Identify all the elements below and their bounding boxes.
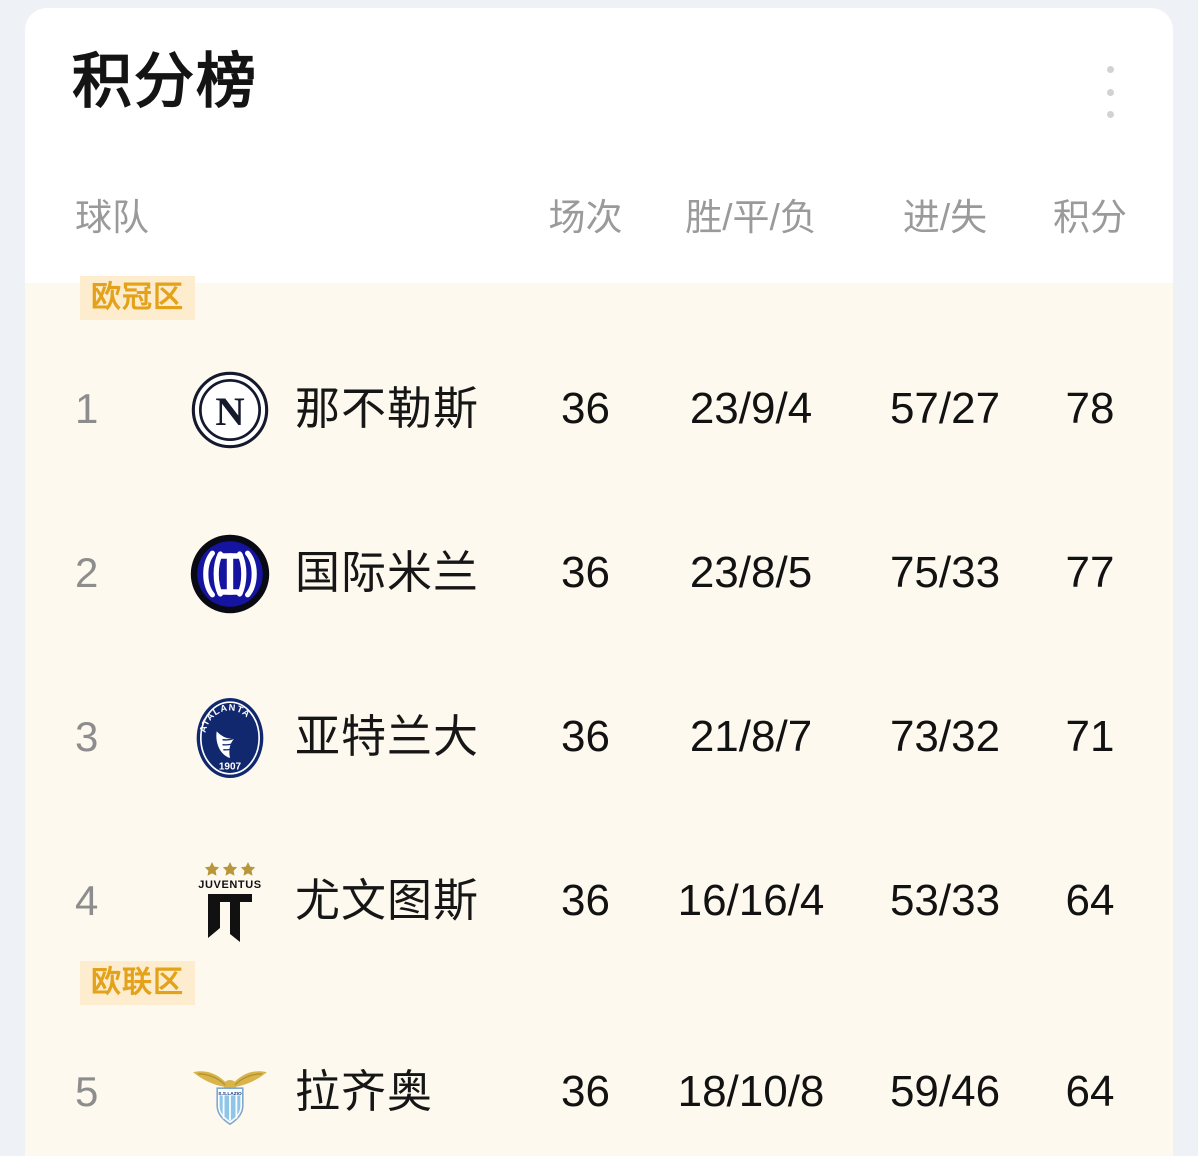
napoli-crest-icon: N bbox=[189, 369, 271, 451]
more-dot-3 bbox=[1106, 111, 1114, 118]
row-team-name: 国际米兰 bbox=[295, 547, 480, 598]
row-rank: 4 bbox=[75, 877, 99, 924]
row-rank: 1 bbox=[75, 385, 99, 432]
table-row[interactable]: 4 JUVENTUS 尤文图斯 36 16/16/4 53/33 64 bbox=[25, 862, 1173, 942]
page-title: 积分榜 bbox=[72, 48, 258, 115]
row-goals: 73/32 bbox=[889, 712, 1001, 761]
table-row[interactable]: 2 国际米 bbox=[25, 534, 1173, 614]
column-header-points: 积分 bbox=[1053, 197, 1127, 238]
column-header-team: 球队 bbox=[75, 197, 149, 238]
column-header-wdl: 胜/平/负 bbox=[685, 197, 817, 238]
juventus-crest-icon: JUVENTUS bbox=[189, 861, 271, 943]
row-goals: 75/33 bbox=[889, 548, 1001, 597]
row-rank: 2 bbox=[75, 549, 99, 596]
card-header: 积分榜 bbox=[25, 8, 1173, 158]
svg-text:N: N bbox=[215, 389, 244, 434]
column-header-played: 场次 bbox=[548, 197, 623, 238]
table-row[interactable]: 5 S.S.LAZIO 拉齐奥 36 18/10/8 59/46 64 bbox=[25, 1056, 1173, 1128]
row-points: 64 bbox=[1065, 1067, 1115, 1116]
row-team-name: 那不勒斯 bbox=[295, 383, 480, 434]
row-wdl: 23/8/5 bbox=[689, 548, 813, 597]
row-wdl: 18/10/8 bbox=[677, 1067, 825, 1116]
more-dot-2 bbox=[1106, 88, 1114, 96]
lazio-crest-icon: S.S.LAZIO bbox=[189, 1052, 271, 1134]
svg-text:JUVENTUS: JUVENTUS bbox=[198, 879, 261, 891]
row-wdl: 21/8/7 bbox=[689, 712, 813, 761]
svg-text:1907: 1907 bbox=[219, 762, 242, 773]
row-played: 36 bbox=[561, 548, 610, 597]
zone-badge-champions-league: 欧冠区 bbox=[80, 276, 195, 320]
inter-milan-crest-icon bbox=[189, 533, 271, 615]
atalanta-crest-icon: ATALANTA 1907 bbox=[189, 697, 271, 779]
row-goals: 57/27 bbox=[889, 384, 1001, 433]
table-column-header: 球队 场次 胜/平/负 进/失 积分 bbox=[25, 183, 1173, 253]
row-points: 64 bbox=[1065, 876, 1115, 925]
more-dot-1 bbox=[1106, 66, 1114, 73]
table-row[interactable]: 3 ATALANTA 1907 bbox=[25, 698, 1173, 778]
row-goals: 59/46 bbox=[889, 1067, 1001, 1116]
row-points: 78 bbox=[1065, 384, 1115, 433]
svg-text:S.S.LAZIO: S.S.LAZIO bbox=[218, 1091, 242, 1097]
row-goals: 53/33 bbox=[889, 876, 1001, 925]
zone-badge-europa-league: 欧联区 bbox=[80, 961, 195, 1005]
row-played: 36 bbox=[561, 1067, 610, 1116]
row-team-name: 尤文图斯 bbox=[295, 875, 480, 926]
row-played: 36 bbox=[561, 384, 610, 433]
column-header-goals: 进/失 bbox=[902, 197, 988, 238]
row-team-name: 拉齐奥 bbox=[295, 1066, 434, 1117]
row-wdl: 16/16/4 bbox=[677, 876, 825, 925]
row-rank: 3 bbox=[75, 713, 99, 760]
row-played: 36 bbox=[561, 876, 610, 925]
row-points: 77 bbox=[1065, 548, 1115, 597]
more-vertical-icon[interactable] bbox=[1095, 66, 1125, 118]
row-rank: 5 bbox=[75, 1068, 99, 1115]
row-points: 71 bbox=[1065, 712, 1115, 761]
row-played: 36 bbox=[561, 712, 610, 761]
row-wdl: 23/9/4 bbox=[689, 384, 813, 433]
table-row[interactable]: 1 N 那不勒斯 36 23/9/4 57/27 78 bbox=[25, 371, 1173, 449]
standings-card: 积分榜 球队 场次 胜/平/负 进/失 积分 欧冠区 欧联区 1 bbox=[25, 8, 1173, 1156]
row-team-name: 亚特兰大 bbox=[295, 711, 480, 762]
